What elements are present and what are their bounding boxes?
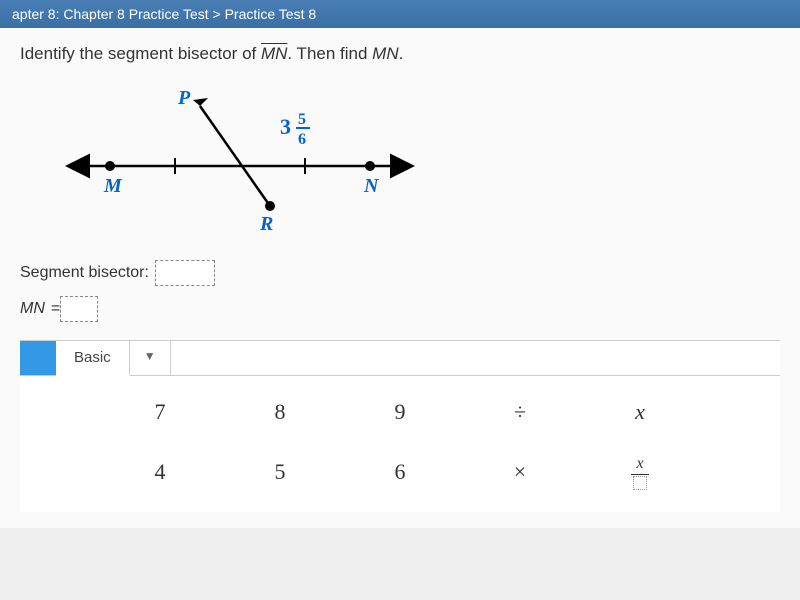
key-7[interactable]: 7 xyxy=(100,382,220,442)
diagram-svg: M N P R 3 5 6 xyxy=(60,76,420,246)
point-r-label: R xyxy=(259,213,273,235)
key-5[interactable]: 5 xyxy=(220,442,340,502)
measure-den: 6 xyxy=(298,131,306,148)
point-n-label: N xyxy=(363,175,380,197)
mn-row: MN = xyxy=(20,296,780,322)
tab-dropdown[interactable]: ▼ xyxy=(130,341,171,375)
question-prefix: Identify the segment bisector of xyxy=(20,44,261,63)
key-8[interactable]: 8 xyxy=(220,382,340,442)
answers-block: Segment bisector: MN = xyxy=(20,260,780,322)
equals-sign: = xyxy=(51,300,60,318)
prev-tab-button[interactable] xyxy=(20,341,56,375)
question-end: . xyxy=(399,44,404,63)
tab-basic[interactable]: Basic xyxy=(56,341,130,376)
keypad-grid: 7 8 9 ÷ x 4 5 6 × x xyxy=(20,376,780,512)
mn-var: MN xyxy=(20,300,45,318)
key-6[interactable]: 6 xyxy=(340,442,460,502)
breadcrumb-text: apter 8: Chapter 8 Practice Test > Pract… xyxy=(12,6,316,22)
segment-bisector-label: Segment bisector: xyxy=(20,264,149,282)
point-p-label: P xyxy=(177,87,191,109)
key-fraction[interactable]: x xyxy=(580,442,700,502)
target-var: MN xyxy=(372,44,398,63)
keypad-tabs: Basic ▼ xyxy=(20,341,780,376)
segment-bisector-input[interactable] xyxy=(155,260,215,286)
key-9[interactable]: 9 xyxy=(340,382,460,442)
measure-num: 5 xyxy=(298,111,306,128)
breadcrumb: apter 8: Chapter 8 Practice Test > Pract… xyxy=(0,0,800,28)
key-4[interactable]: 4 xyxy=(100,442,220,502)
chevron-down-icon: ▼ xyxy=(144,349,156,363)
measure-whole: 3 xyxy=(280,114,291,139)
key-multiply[interactable]: × xyxy=(460,442,580,502)
keypad-panel: Basic ▼ 7 8 9 ÷ x 4 5 6 × x xyxy=(20,340,780,512)
question-text: Identify the segment bisector of MN. The… xyxy=(20,44,780,64)
fraction-icon: x xyxy=(631,455,649,490)
key-x[interactable]: x xyxy=(580,382,700,442)
tab-basic-label: Basic xyxy=(74,349,111,366)
geometry-diagram: M N P R 3 5 6 xyxy=(60,76,420,246)
segment-symbol: MN xyxy=(261,44,287,63)
question-suffix: . Then find xyxy=(287,44,372,63)
mn-input[interactable] xyxy=(60,296,98,322)
segment-bisector-row: Segment bisector: xyxy=(20,260,780,286)
question-area: Identify the segment bisector of MN. The… xyxy=(0,28,800,528)
key-divide[interactable]: ÷ xyxy=(460,382,580,442)
point-m-label: M xyxy=(103,175,123,197)
